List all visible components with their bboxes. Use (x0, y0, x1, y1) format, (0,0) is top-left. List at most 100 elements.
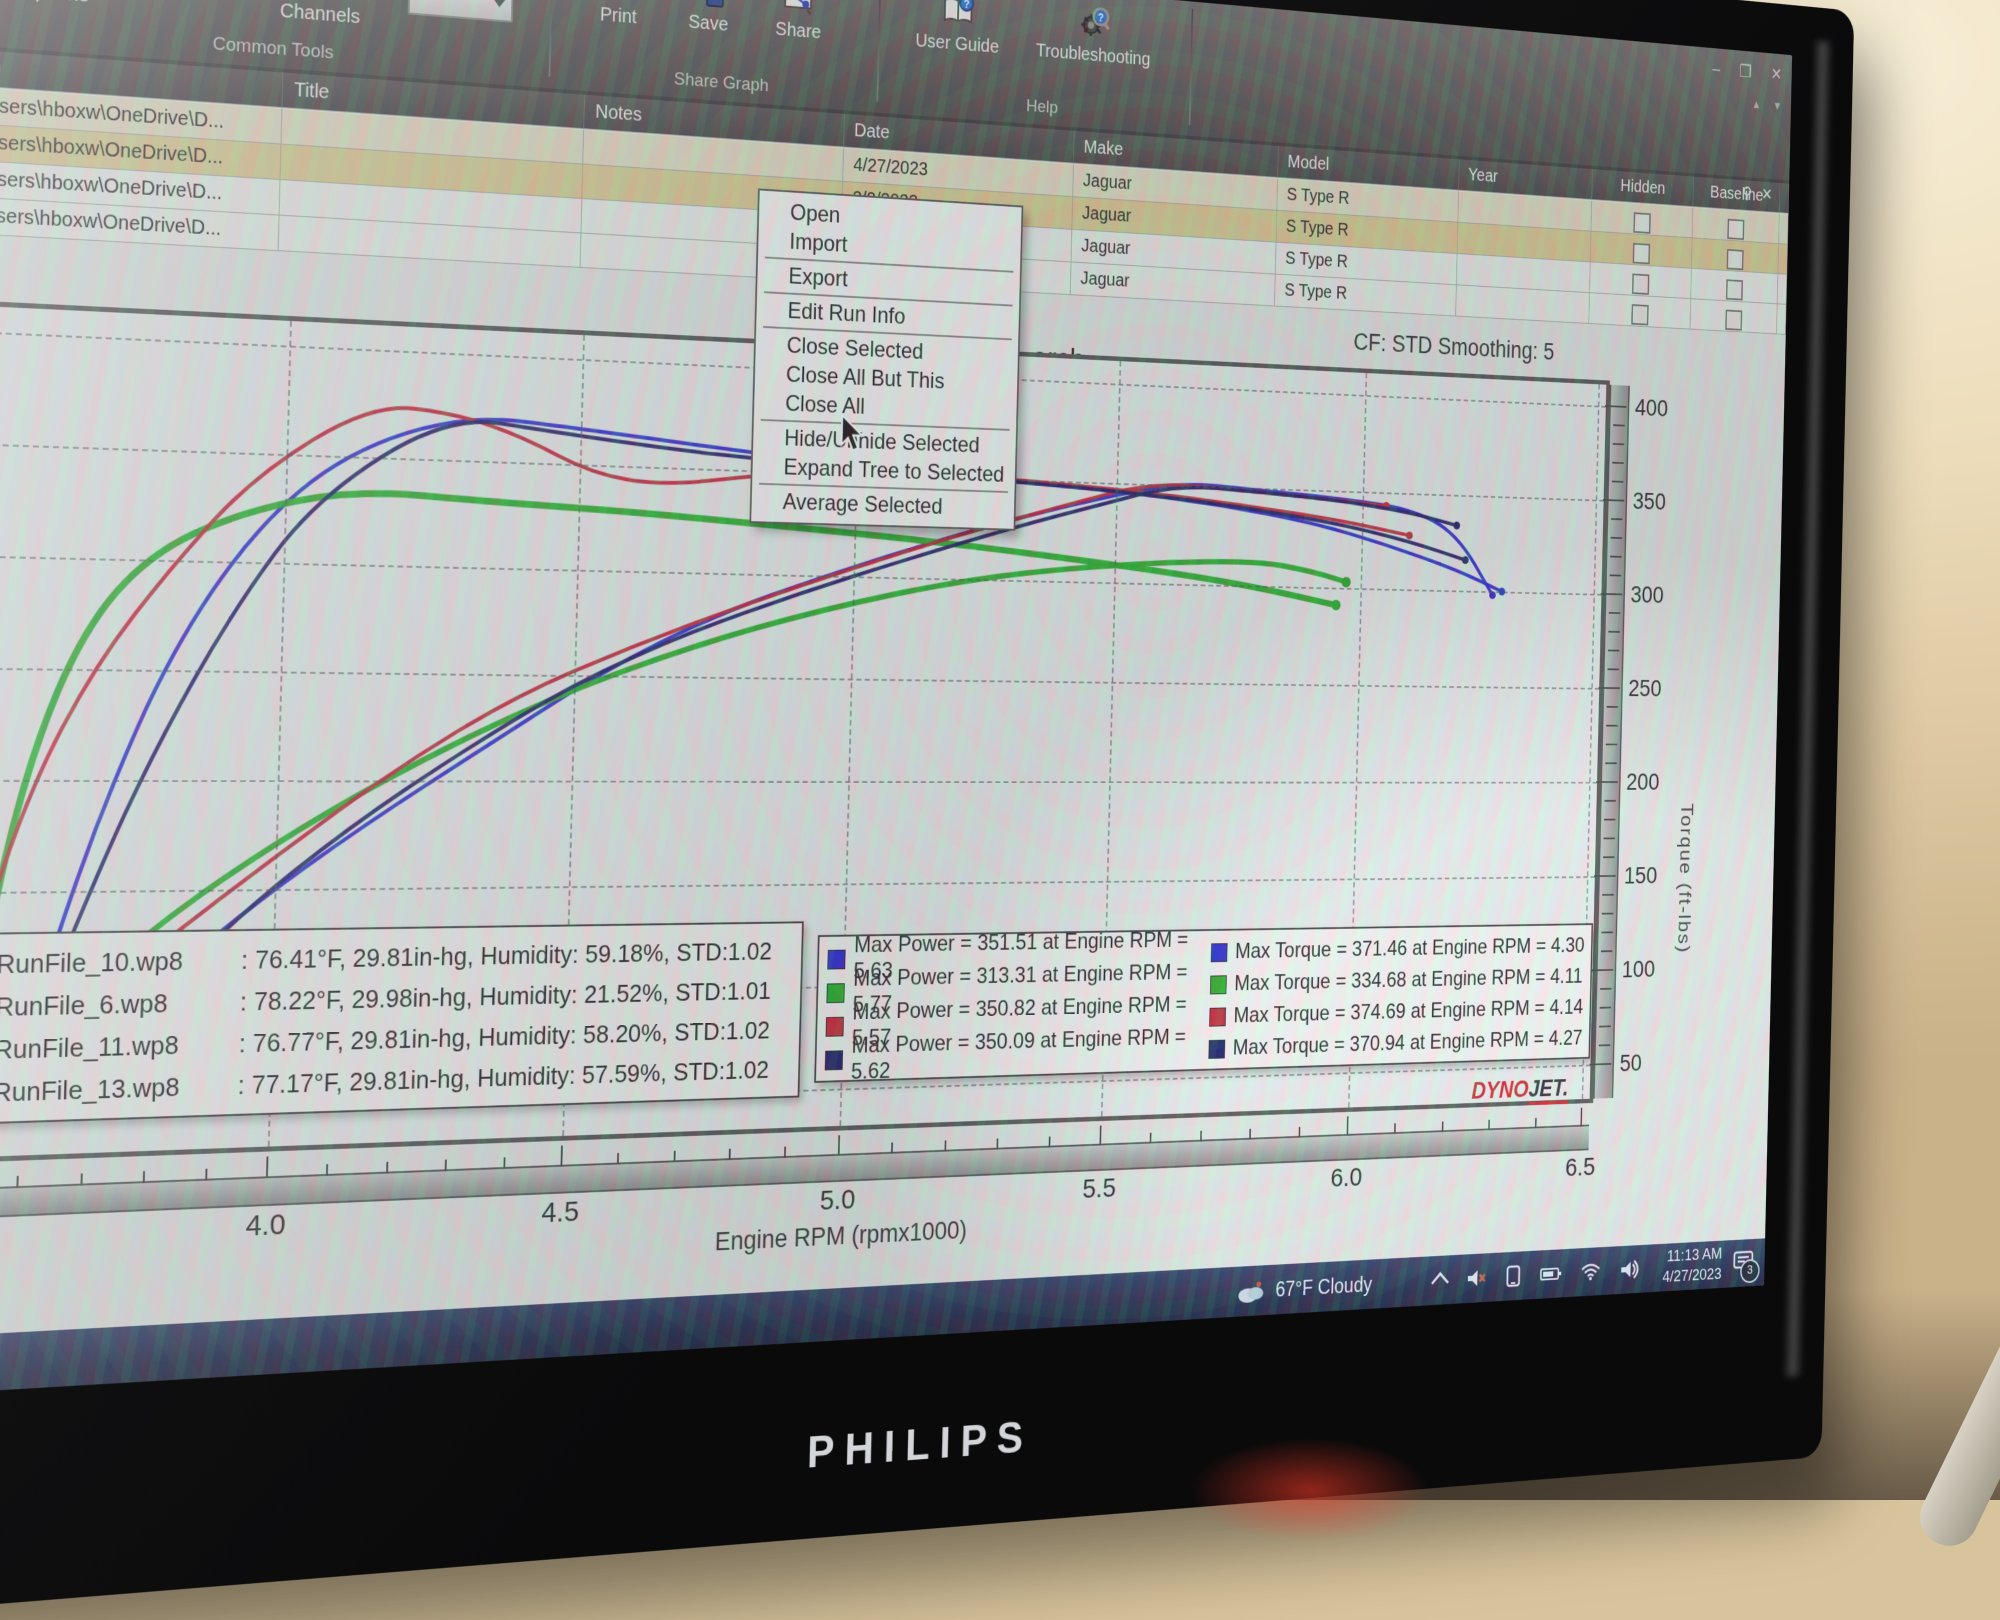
chevron-down-icon (493, 0, 506, 8)
torque-tick (1610, 574, 1621, 576)
x-tick (838, 1135, 840, 1156)
screen: Graph Options RaceRoutine Custom Channel… (0, 0, 1792, 1398)
svg-text:?: ? (1098, 11, 1104, 24)
notification-center-button[interactable]: 3 (1733, 1249, 1754, 1278)
restore-button[interactable]: ❐ (1739, 61, 1752, 83)
x-tick (673, 1151, 675, 1162)
torque-tick (1608, 650, 1619, 652)
hidden-checkbox[interactable] (1633, 243, 1650, 264)
weather-widget[interactable]: 67°F Cloudy (1235, 1271, 1373, 1305)
clock-date: 4/27/2023 (1662, 1264, 1722, 1288)
minimize-button[interactable]: – (1712, 60, 1720, 80)
battery-icon[interactable] (1540, 1266, 1562, 1283)
max-power-entry: Max Power = 350.09 at Engine RPM = 5.62 (825, 1033, 1209, 1077)
x-tick (1099, 1126, 1101, 1146)
user-guide-icon: ? (941, 0, 975, 32)
help-icon[interactable]: ▾ (1774, 97, 1780, 114)
x-axis-title: Engine RPM (rpmx1000) (652, 1213, 1026, 1260)
save-button[interactable]: Save (668, 0, 750, 38)
muted-speaker-icon[interactable] (1466, 1266, 1487, 1290)
torque-tick-label: 200 (1626, 768, 1683, 795)
ribbon-group-help: ? User Guide ? Troubleshooting Help (901, 0, 1180, 131)
table-close-icon[interactable]: ✕ (1761, 186, 1782, 205)
x-tick (326, 1164, 328, 1176)
close-button[interactable]: ✕ (1770, 63, 1782, 85)
dynojet-logo: DYNOJET. (1471, 1075, 1568, 1105)
x-tick (997, 1138, 999, 1149)
share-label: Share (775, 19, 821, 43)
run-file-name: RunFile_11.wp8 (0, 1022, 239, 1071)
graph-options-label: Graph Options (20, 0, 90, 7)
tray-expand-icon[interactable] (1434, 1270, 1447, 1290)
torque-tick (1596, 781, 1617, 783)
cell-tail (1777, 304, 1787, 335)
torque-tick (1612, 481, 1623, 483)
graph-options-button[interactable]: Graph Options (0, 0, 111, 9)
x-tick-label: 4.0 (222, 1207, 309, 1245)
baseline-checkbox[interactable] (1727, 249, 1744, 270)
torque-tick (1594, 875, 1615, 877)
ribbon-separator (876, 0, 881, 102)
custom-channels-button[interactable]: Custom Channels (263, 0, 379, 30)
torque-tick (1590, 1063, 1611, 1065)
volume-icon[interactable] (1619, 1258, 1639, 1281)
save-label: Save (688, 11, 728, 35)
torque-tick-label: 300 (1630, 581, 1687, 609)
baseline-checkbox[interactable] (1725, 310, 1742, 331)
x-tick (1249, 1129, 1251, 1140)
baseline-checkbox[interactable] (1727, 219, 1744, 240)
torque-tick (1606, 744, 1617, 746)
units-dropdown[interactable] (408, 0, 514, 23)
ribbon-collapse-icon[interactable]: ▴ (1753, 95, 1759, 112)
taskbar-clock[interactable]: 11:13 AM 4/27/2023 (1662, 1244, 1722, 1288)
x-tick (143, 1171, 145, 1183)
torque-tick (1612, 462, 1623, 464)
share-button[interactable]: Share (757, 0, 841, 45)
wifi-icon[interactable] (1581, 1262, 1601, 1282)
system-tray (1424, 1257, 1649, 1292)
torque-tick (1603, 856, 1614, 858)
hidden-checkbox[interactable] (1632, 273, 1649, 294)
print-button[interactable]: Print (577, 0, 661, 31)
torque-tick (1606, 725, 1617, 727)
cell-tail (1778, 274, 1788, 305)
context-menu: Open Import Export Edit Run Info Close S… (749, 188, 1023, 530)
x-tick-label: 6.5 (1547, 1152, 1612, 1184)
x-tick (1298, 1127, 1300, 1138)
x-tick (266, 1156, 269, 1178)
notification-badge: 3 (1740, 1258, 1760, 1283)
phone-link-icon[interactable] (1505, 1264, 1522, 1287)
troubleshooting-button[interactable]: ? Troubleshooting (1020, 0, 1166, 72)
run-file-name: RunFile_6.wp8 (0, 981, 241, 1028)
torque-tick (1608, 668, 1619, 670)
hidden-checkbox[interactable] (1631, 304, 1648, 325)
torque-tick-label: 150 (1624, 862, 1681, 890)
series-color-swatch (1208, 1039, 1225, 1058)
baseline-checkbox[interactable] (1726, 279, 1743, 300)
x-tick (80, 1173, 82, 1185)
x-tick-label: 6.0 (1312, 1162, 1381, 1195)
series-color-swatch (1210, 975, 1227, 994)
run-file-name: RunFile_13.wp8 (0, 1064, 238, 1114)
torque-tick (1604, 800, 1615, 802)
torque-tick (1611, 518, 1622, 520)
torque-tick (1599, 687, 1620, 689)
torque-tick (1605, 762, 1616, 764)
x-tick (784, 1147, 786, 1158)
user-guide-button[interactable]: ? User Guide (903, 0, 1012, 59)
dynojet-logo-dyno: DYNO (1471, 1076, 1529, 1104)
curve-end-dot (1342, 577, 1351, 588)
torque-tick-label: 400 (1635, 394, 1692, 424)
x-tick (1535, 1118, 1537, 1128)
user-guide-label: User Guide (915, 30, 999, 57)
torque-tick (1600, 988, 1611, 990)
torque-tick (1601, 931, 1612, 933)
torque-tick-label: 50 (1619, 1048, 1676, 1077)
hidden-checkbox[interactable] (1633, 212, 1650, 234)
cell-tail (1779, 214, 1789, 245)
max-torque-text: Max Torque = 370.94 at Engine RPM = 4.27 (1233, 1026, 1583, 1061)
torque-tick (1602, 894, 1613, 896)
cloud-icon (1235, 1277, 1267, 1306)
pin-icon[interactable]: ⚲ (1742, 184, 1762, 203)
